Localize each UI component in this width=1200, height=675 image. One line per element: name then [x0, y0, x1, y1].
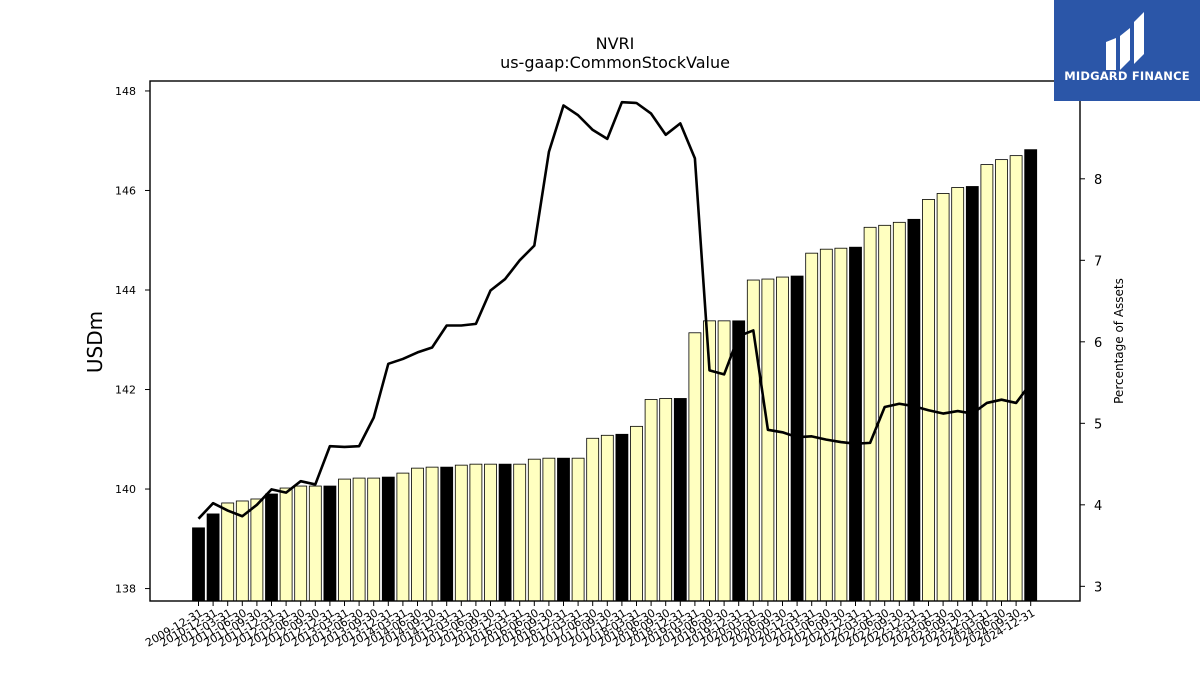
bar — [600, 434, 614, 602]
bar — [936, 193, 950, 602]
bar — [586, 437, 600, 602]
y-axis-right: 3 4 5 6 7 8 — [1080, 173, 1102, 595]
bar — [907, 218, 921, 602]
y-tick-label: 138 — [115, 583, 136, 596]
bar — [411, 467, 424, 602]
bar — [440, 466, 454, 602]
y-tick-label: 142 — [115, 384, 136, 397]
bar — [425, 466, 439, 602]
bar — [396, 472, 410, 602]
bar — [352, 477, 366, 602]
bar — [250, 498, 264, 602]
bar — [819, 248, 833, 602]
x-axis: 2009-12-312010-12-312011-03-312011-06-30… — [143, 601, 1037, 650]
bar — [265, 493, 278, 602]
bar — [513, 463, 527, 602]
y-tick-label: 144 — [115, 284, 136, 297]
y2-tick-label: 3 — [1094, 580, 1102, 595]
brand-logo: MIDGARD FINANCE — [1054, 0, 1200, 101]
bar — [659, 398, 673, 602]
bar — [644, 399, 658, 602]
bar — [790, 275, 804, 602]
bar-series — [192, 149, 1038, 602]
bar — [498, 463, 512, 602]
bar — [323, 485, 337, 602]
bar — [454, 464, 468, 602]
bar — [206, 513, 220, 602]
bar — [688, 332, 702, 602]
y2-tick-label: 6 — [1094, 336, 1102, 351]
bar — [221, 502, 235, 602]
bar — [484, 463, 497, 602]
chart-subtitle: us-gaap:CommonStockValue — [500, 53, 730, 72]
y-tick-label: 148 — [115, 85, 136, 98]
logo-mark-icon — [1106, 12, 1144, 70]
bar — [746, 279, 760, 602]
bar — [1024, 149, 1038, 602]
bar — [615, 433, 629, 602]
bar — [980, 164, 994, 602]
bar — [542, 457, 556, 602]
bar — [863, 226, 877, 602]
bar — [761, 278, 775, 602]
bar — [995, 159, 1008, 602]
bar — [1009, 155, 1023, 602]
bar — [294, 485, 308, 602]
y-axis-label: USDm — [83, 311, 107, 373]
bar — [527, 458, 541, 602]
bar — [732, 320, 746, 602]
bar — [367, 477, 381, 602]
plot-frame — [149, 80, 1081, 602]
y2-tick-label: 7 — [1094, 254, 1102, 269]
bar — [308, 485, 322, 602]
bar — [965, 186, 979, 602]
logo-text: MIDGARD FINANCE — [1064, 69, 1190, 83]
bar — [849, 246, 862, 602]
y2-tick-label: 5 — [1094, 417, 1102, 432]
bar — [951, 187, 965, 602]
percentage-line — [197, 100, 1032, 520]
y2-tick-label: 8 — [1094, 173, 1102, 188]
y2-tick-label: 4 — [1094, 499, 1102, 514]
chart-title: NVRI — [596, 34, 635, 53]
bar — [878, 224, 892, 602]
bar — [834, 247, 848, 602]
bar — [673, 398, 687, 602]
y2-axis-label: Percentage of Assets — [1112, 278, 1126, 404]
bar — [279, 487, 293, 602]
bar — [557, 457, 570, 602]
bar — [892, 221, 906, 602]
bar — [381, 476, 395, 602]
bar — [922, 199, 935, 602]
line-series — [197, 100, 1032, 520]
bar — [630, 425, 643, 602]
bar — [469, 463, 483, 602]
y-tick-label: 140 — [115, 483, 136, 496]
bar — [805, 252, 819, 602]
bar — [192, 527, 205, 602]
bar — [776, 276, 789, 602]
bar — [571, 457, 585, 602]
bar — [338, 478, 351, 602]
y-axis-left: 138 140 142 144 146 148 — [115, 85, 150, 596]
y-tick-label: 146 — [115, 184, 136, 197]
